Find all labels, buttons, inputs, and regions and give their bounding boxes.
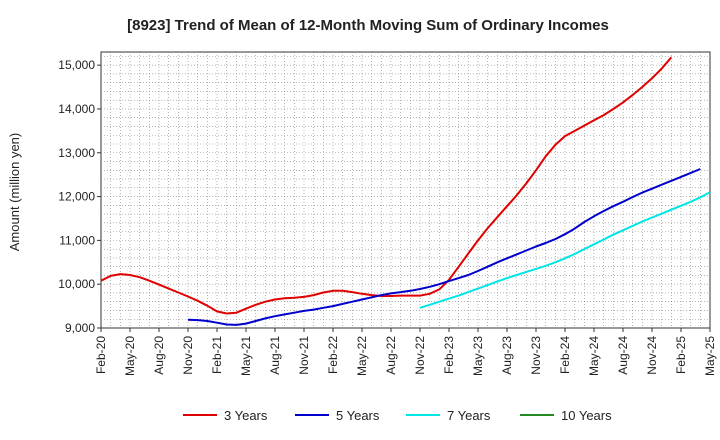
y-tick-label: 11,000	[59, 233, 95, 247]
y-tick-label: 9,000	[65, 321, 95, 335]
x-tick-label: Feb-24	[558, 336, 572, 374]
y-axis: 9,000 10,000 11,000 12,000 13,000 14,000 15,00…	[58, 58, 101, 335]
plot-frame	[100, 51, 711, 329]
legend: 3 Years 5 Years 7 Years 10 Years	[183, 408, 612, 423]
x-tick-label: Nov-20	[181, 336, 195, 375]
x-tick-label: Nov-21	[297, 336, 311, 375]
x-tick-label: Aug-20	[152, 336, 166, 375]
y-tick-label: 14,000	[58, 102, 95, 116]
plot-area	[100, 51, 711, 329]
y-axis-label: Amount (million yen)	[7, 133, 22, 252]
y-tick-label: 10,000	[58, 277, 95, 291]
x-tick-label: Aug-22	[384, 336, 398, 375]
legend-label: 10 Years	[561, 408, 612, 423]
chart-title: [8923] Trend of Mean of 12-Month Moving …	[127, 17, 609, 34]
x-tick-label: Nov-22	[413, 336, 427, 375]
x-tick-label: Feb-21	[210, 336, 224, 374]
series-lines	[100, 56, 711, 326]
x-tick-label: May-25	[703, 336, 717, 376]
series-line-5-years	[187, 168, 701, 326]
x-axis: Feb-20 May-20 Aug-20 Nov-20 Feb-21 May-21 Aug-…	[94, 328, 717, 376]
x-tick-label: Nov-23	[529, 336, 543, 375]
x-tick-label: May-22	[355, 336, 369, 376]
x-tick-label: Feb-25	[674, 336, 688, 374]
x-tick-label: Feb-22	[326, 336, 340, 374]
y-tick-label: 13,000	[58, 146, 95, 160]
x-tick-label: Aug-24	[616, 336, 630, 375]
grid	[101, 52, 710, 328]
x-tick-label: May-24	[587, 336, 601, 376]
legend-label: 3 Years	[224, 408, 268, 423]
y-tick-label: 12,000	[58, 190, 95, 204]
x-tick-label: Aug-21	[268, 336, 282, 375]
x-tick-label: Feb-23	[442, 336, 456, 374]
x-tick-label: Aug-23	[500, 336, 514, 375]
legend-label: 5 Years	[336, 408, 380, 423]
x-tick-label: May-21	[239, 336, 253, 376]
legend-label: 7 Years	[447, 408, 491, 423]
series-line-7-years	[419, 191, 711, 309]
x-tick-label: May-23	[471, 336, 485, 376]
x-tick-label: May-20	[123, 336, 137, 376]
x-tick-label: Nov-24	[645, 336, 659, 375]
series-line-3-years	[100, 56, 673, 315]
x-tick-label: Feb-20	[94, 336, 108, 374]
y-tick-label: 15,000	[58, 58, 95, 72]
